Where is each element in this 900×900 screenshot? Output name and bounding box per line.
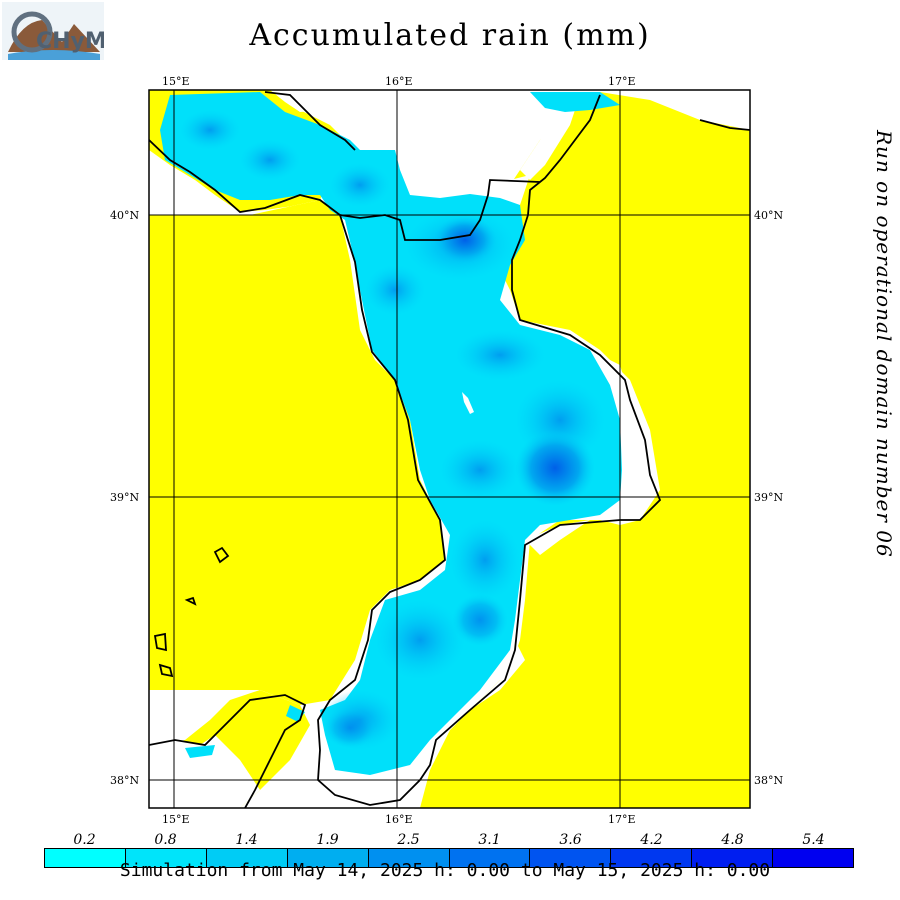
lon-label-top: 16°E xyxy=(385,75,413,88)
colorbar-cell xyxy=(449,849,531,867)
colorbar-label: 0.8 xyxy=(154,832,177,848)
lat-label-right: 39°N xyxy=(754,491,783,504)
graticule xyxy=(149,90,750,808)
colorbar-label: 5.4 xyxy=(802,832,825,848)
lat-label-left: 38°N xyxy=(110,774,139,787)
chym-logo: CHyM xyxy=(2,2,104,60)
lon-label-bottom: 15°E xyxy=(162,813,190,826)
land-dry xyxy=(149,200,445,705)
colorbar-label: 1.4 xyxy=(235,832,258,848)
colorbar-label: 0.2 xyxy=(73,832,96,848)
colorbar-cell xyxy=(692,849,774,867)
sea-area xyxy=(520,90,580,180)
simulation-period: Simulation from May 14, 2025 h: 0.00 to … xyxy=(119,860,771,881)
run-domain-note: Run on operational domain number 06 xyxy=(872,130,896,558)
lat-label-left: 40°N xyxy=(110,209,139,222)
map-title: Accumulated rain (mm) xyxy=(249,18,651,53)
colorbar-cell xyxy=(611,849,693,867)
sea-area xyxy=(270,90,330,112)
colorbar-cell xyxy=(206,849,288,867)
sea-area xyxy=(320,640,525,808)
lat-label-right: 40°N xyxy=(754,209,783,222)
colorbar-label: 3.6 xyxy=(559,832,582,848)
map-frame xyxy=(148,89,751,809)
sea-area xyxy=(149,730,260,808)
colorbar-cell xyxy=(530,849,612,867)
colorbar-label: 3.1 xyxy=(478,832,501,848)
lat-label-left: 39°N xyxy=(110,491,139,504)
colorbar-cell xyxy=(773,849,854,867)
rain-field xyxy=(185,745,215,758)
colorbar-label: 2.5 xyxy=(397,832,420,848)
coastline xyxy=(149,91,750,808)
lon-label-bottom: 17°E xyxy=(608,813,636,826)
colorbar xyxy=(44,848,854,868)
colorbar-label: 4.8 xyxy=(721,832,744,848)
svg-text:CHyM: CHyM xyxy=(36,29,104,54)
lon-label-top: 15°E xyxy=(162,75,190,88)
colorbar-cell xyxy=(368,849,450,867)
sea-area xyxy=(590,350,655,520)
colorbar-label: 1.9 xyxy=(316,832,339,848)
colorbar-label: 4.2 xyxy=(640,832,663,848)
lon-label-bottom: 16°E xyxy=(385,813,413,826)
colorbar-cell xyxy=(45,849,126,867)
lat-label-right: 38°N xyxy=(754,774,783,787)
colorbar-cell xyxy=(125,849,207,867)
colorbar-cell xyxy=(287,849,369,867)
rain-field xyxy=(530,92,620,112)
sea-area xyxy=(525,520,590,555)
lon-label-top: 17°E xyxy=(608,75,636,88)
